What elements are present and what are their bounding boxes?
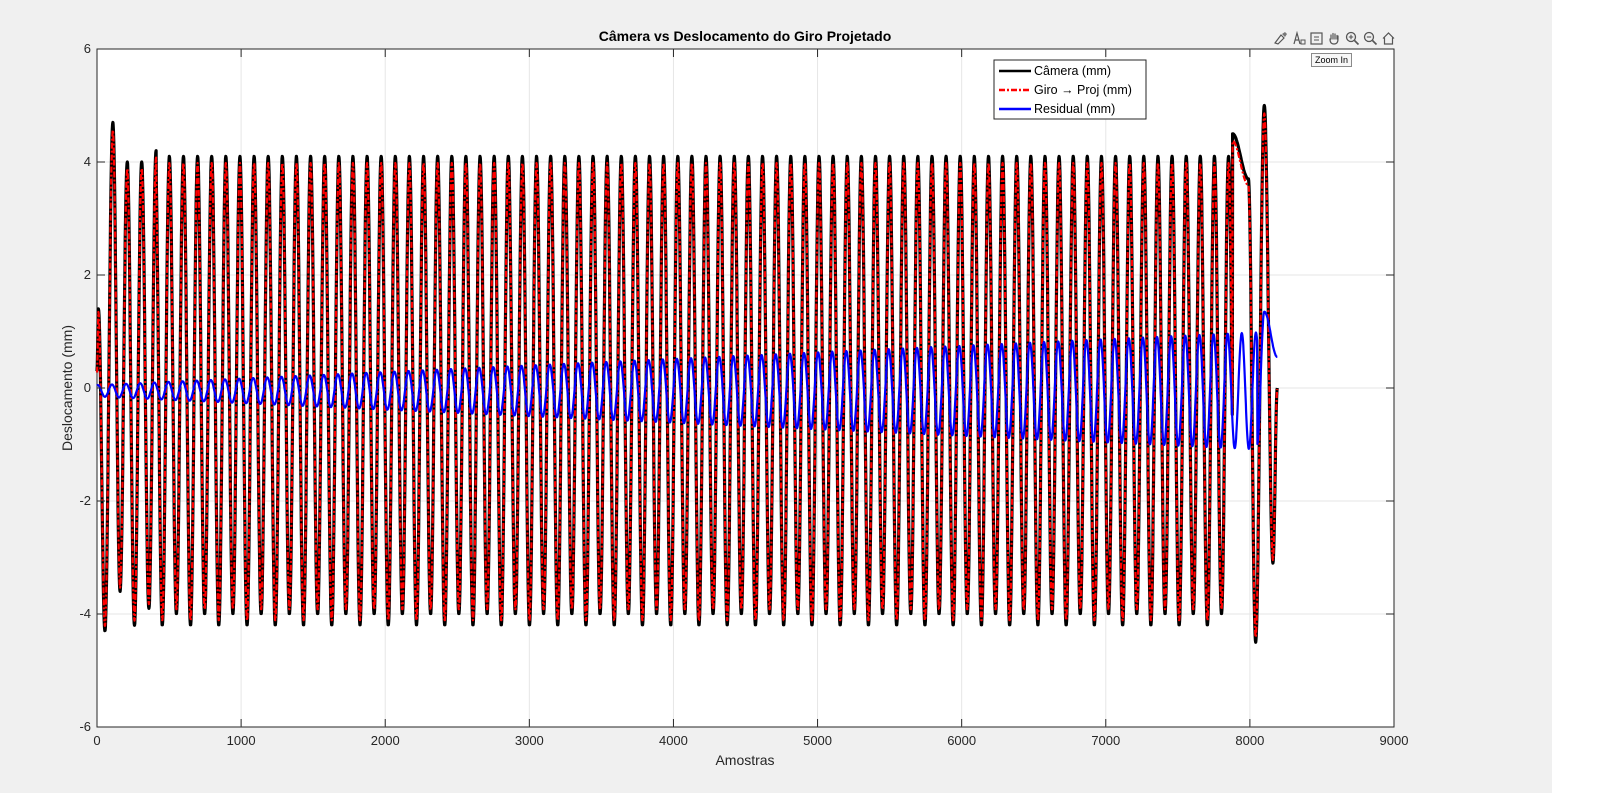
zoom-in-tooltip: Zoom In — [1311, 53, 1353, 67]
series-residual-line[interactable] — [96, 310, 1279, 450]
legend-label-giro: Giro → Proj (mm) — [1034, 83, 1132, 97]
pan-hand-icon[interactable] — [1326, 30, 1343, 47]
series-layer — [95, 103, 1279, 644]
tick-layer: 0 1000 2000 3000 4000 5000 6000 7000 8000 9000 -6 -… — [79, 41, 1408, 748]
series-giro-proj-line[interactable] — [95, 112, 1279, 639]
x-tick-label: 6000 — [947, 733, 976, 748]
home-icon[interactable] — [1380, 30, 1397, 47]
x-tick-label: 7000 — [1091, 733, 1120, 748]
y-tick-label: 6 — [84, 41, 91, 56]
chart-title: Câmera vs Deslocamento do Giro Projetado — [599, 28, 892, 44]
x-tick-label: 0 — [93, 733, 100, 748]
y-tick-label: 0 — [84, 380, 91, 395]
right-panel — [1552, 0, 1622, 793]
y-tick-label: -2 — [79, 493, 91, 508]
y-axis-label: Deslocamento (mm) — [59, 325, 75, 451]
x-tick-label: 3000 — [515, 733, 544, 748]
x-axis-label: Amostras — [715, 752, 774, 768]
brush-icon[interactable] — [1272, 30, 1289, 47]
axes-toolbar — [1272, 28, 1397, 48]
y-tick-label: 2 — [84, 267, 91, 282]
zoom-out-icon[interactable] — [1362, 30, 1379, 47]
y-tick-label: 4 — [84, 154, 91, 169]
x-tick-label: 8000 — [1235, 733, 1264, 748]
restore-view-icon[interactable] — [1308, 30, 1325, 47]
legend[interactable]: Câmera (mm) Giro → Proj (mm) Residual (m… — [993, 59, 1147, 120]
x-tick-label: 5000 — [803, 733, 832, 748]
data-tips-icon[interactable] — [1290, 30, 1307, 47]
zoom-in-icon[interactable] — [1344, 30, 1361, 47]
x-tick-label: 1000 — [227, 733, 256, 748]
y-tick-label: -6 — [79, 719, 91, 734]
legend-label-residual: Residual (mm) — [1034, 102, 1115, 116]
x-tick-label: 4000 — [659, 733, 688, 748]
x-tick-label: 2000 — [371, 733, 400, 748]
x-tick-label: 9000 — [1380, 733, 1409, 748]
y-tick-label: -4 — [79, 606, 91, 621]
legend-label-camera: Câmera (mm) — [1034, 64, 1111, 78]
